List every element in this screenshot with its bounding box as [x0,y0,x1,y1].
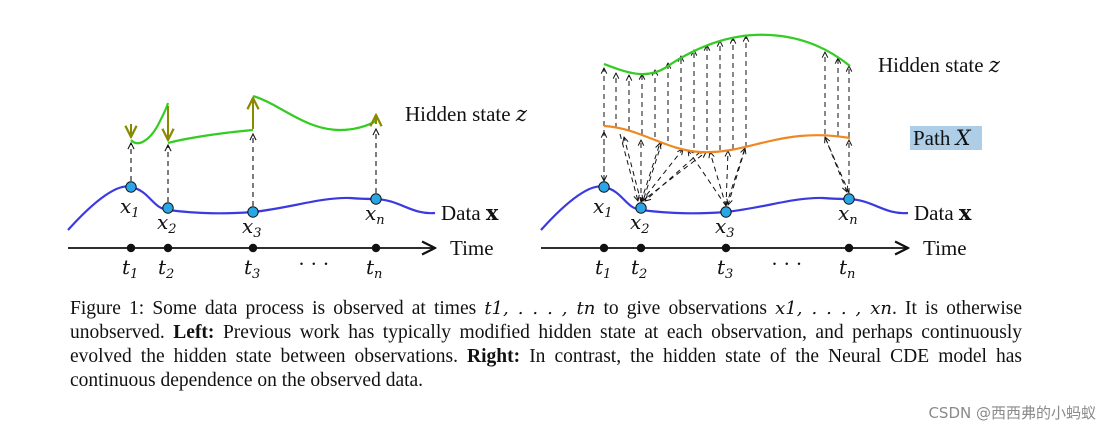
right-obs-point-x1 [598,181,610,193]
right-path-to-data-arrows [604,130,847,205]
caption-times: t1, . . . , tn [484,298,596,319]
left-obs-point-xn [370,193,382,205]
left-tick-dot-t1 [126,243,136,253]
right-tick-dot-tn [844,243,854,253]
watermark: CSDN @西西弗的小蚂蚁 [928,404,1096,422]
right-panel: t1 t2 t3 · · · tn Time [540,33,1001,282]
right-time-label: Time [923,236,967,260]
right-data-label: Data x [914,200,972,225]
right-obs-point-x2 [635,202,647,214]
right-path-to-hidden-arrows [604,36,849,150]
left-obs-point-x1 [125,181,137,193]
left-tick-label-t2: t2 [158,255,174,282]
left-obs-point-x2 [162,202,174,214]
left-obs-label-x2: x2 [157,210,177,237]
figure: t1 t2 t3 · · · tn Time Data x x1 x2 x3 x… [67,33,1001,282]
caption-right-bold: Right: [467,346,521,367]
right-tick-label-tn: tn [839,255,855,282]
right-ellipsis: · · · [771,252,802,276]
right-obs-point-xn [843,193,855,205]
right-obs-label-xn: xn [838,201,858,228]
right-tick-label-t1: t1 [595,255,611,282]
caption-text-5: In contrast, the hidden state of the Neu… [70,346,1022,391]
right-hidden-label: Hidden state z [878,53,1001,77]
right-path-label: Path X [913,126,972,150]
right-path-curve [603,124,851,154]
left-obs-label-xn: xn [365,201,385,228]
left-tick-dot-t2 [163,243,173,253]
left-tick-dot-tn [371,243,381,253]
caption-left-bold: Left: [173,322,215,343]
right-tick-dot-t3 [721,243,731,253]
left-hidden-label: Hidden state z [405,102,528,126]
caption-text-4: Previous work has typically modified hid… [70,322,1022,367]
left-time-ticks [126,243,381,253]
left-hidden-curve [130,94,377,145]
left-ellipsis: · · · [298,252,329,276]
left-obs-label-x3: x3 [242,214,262,241]
left-time-label: Time [450,236,494,260]
right-tick-dot-t2 [636,243,646,253]
left-tick-label-t1: t1 [122,255,138,282]
right-obs-label-x3: x3 [715,214,735,241]
left-panel: t1 t2 t3 · · · tn Time Data x x1 x2 x3 x… [67,94,528,282]
caption-text-2: to give observations [595,298,776,319]
left-jump-arrows [131,98,376,140]
left-obs-label-x1: x1 [120,194,140,221]
left-tick-label-tn: tn [366,255,382,282]
left-tick-label-t3: t3 [244,255,260,282]
right-data-to-path-arrows [604,132,849,207]
right-tick-label-t3: t3 [717,255,733,282]
left-dashed-arrows [131,129,376,206]
left-obs-point-x3 [247,206,259,218]
right-obs-label-x2: x2 [630,210,650,237]
right-obs-label-x1: x1 [593,194,613,221]
left-data-label: Data x [441,200,499,225]
caption-observations: x1, . . . , xn [775,298,892,319]
caption-text-1: Figure 1: Some data process is observed … [70,298,485,319]
figure-caption: Figure 1: Some data process is observed … [70,297,1022,393]
right-tick-dot-t1 [599,243,609,253]
right-hidden-curve [603,33,851,76]
right-tick-label-t2: t2 [631,255,647,282]
left-tick-dot-t3 [248,243,258,253]
caption-text-3: . It is otherwise unobserved. [70,298,1022,343]
right-path-label-bg [910,126,982,150]
right-obs-point-x3 [720,206,732,218]
